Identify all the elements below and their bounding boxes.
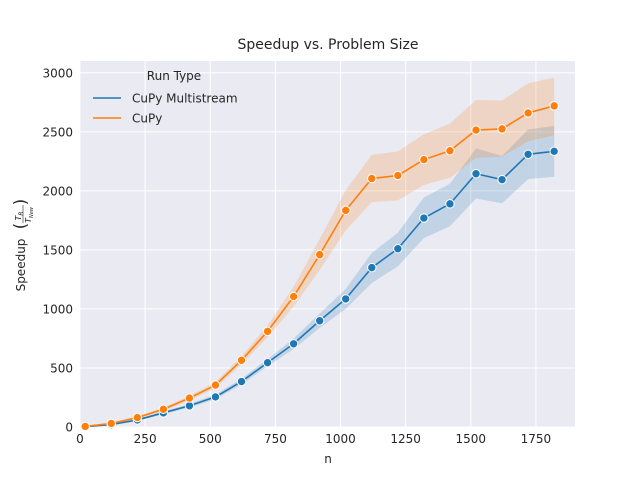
y-tick-labels: 0 500 1000 1500 2000 2500 3000 — [42, 66, 73, 434]
y-tick-label: 1000 — [42, 302, 73, 316]
data-point-series-1 — [549, 101, 559, 111]
data-point-series-0 — [184, 401, 195, 411]
data-point-series-0 — [341, 294, 351, 304]
data-point-series-1 — [367, 173, 377, 184]
x-axis-label: n — [324, 452, 332, 466]
data-point-series-1 — [419, 154, 429, 165]
data-point-series-0 — [210, 392, 221, 402]
y-tick-label: 500 — [50, 361, 73, 375]
plot-area — [80, 61, 575, 427]
data-point-series-0 — [471, 169, 481, 179]
data-point-series-1 — [393, 170, 403, 181]
x-tick-label: 250 — [134, 432, 157, 446]
y-label-close-paren: ) — [11, 199, 31, 206]
series-markers — [80, 101, 559, 432]
data-point-series-0 — [549, 146, 559, 157]
grid — [79, 61, 575, 428]
legend-title: Run Type — [147, 69, 201, 83]
data-point-series-0 — [497, 174, 507, 185]
legend-label-series-1: CuPy — [132, 112, 162, 126]
x-tick-label: 1250 — [390, 432, 421, 446]
legend: Run Type CuPy Multistream CuPy — [93, 69, 238, 126]
data-point-series-0 — [262, 357, 273, 368]
data-point-series-1 — [471, 125, 481, 135]
x-tick-label: 1750 — [521, 432, 552, 446]
data-point-series-1 — [184, 393, 195, 403]
y-tick-label: 1500 — [42, 243, 73, 257]
y-tick-label: 0 — [65, 421, 73, 435]
data-point-series-1 — [132, 412, 143, 423]
data-point-series-1 — [158, 404, 169, 414]
confidence-band-series-0 — [85, 125, 555, 427]
data-point-series-0 — [367, 262, 377, 273]
data-point-series-1 — [314, 249, 325, 260]
y-label-numerator: TR — [14, 211, 25, 220]
y-axis-label-group: Speedup ( TR TNew ) — [11, 199, 35, 292]
x-tick-label: 1000 — [325, 432, 356, 446]
y-label-denominator: TNew — [24, 206, 35, 223]
y-tick-label: 3000 — [42, 66, 73, 80]
chart-title: Speedup vs. Problem Size — [237, 37, 418, 53]
data-point-series-0 — [445, 199, 455, 209]
data-point-series-0 — [236, 376, 247, 387]
x-tick-label: 750 — [264, 432, 287, 446]
data-point-series-0 — [393, 244, 403, 254]
data-point-series-1 — [523, 108, 533, 118]
x-tick-label: 500 — [199, 432, 222, 446]
y-tick-label: 2500 — [42, 125, 73, 139]
data-point-series-0 — [419, 213, 429, 223]
data-point-series-1 — [210, 380, 221, 390]
legend-label-series-0: CuPy Multistream — [132, 92, 238, 106]
data-point-series-1 — [341, 205, 351, 216]
x-tick-labels: 0 250 500 750 1000 1250 1500 1750 — [76, 432, 551, 446]
data-point-series-0 — [523, 149, 533, 159]
data-point-series-1 — [236, 355, 247, 365]
data-point-series-1 — [262, 326, 273, 337]
data-point-series-1 — [80, 421, 90, 432]
y-axis-label: Speedup — [14, 239, 28, 292]
data-point-series-1 — [445, 146, 455, 156]
x-tick-label: 0 — [76, 432, 84, 446]
data-point-series-0 — [314, 316, 325, 326]
data-point-series-1 — [106, 418, 116, 429]
x-tick-label: 1500 — [456, 432, 487, 446]
y-label-open-paren: ( — [11, 223, 31, 230]
data-point-series-0 — [288, 339, 299, 349]
data-point-series-1 — [497, 124, 507, 134]
data-point-series-1 — [288, 291, 299, 302]
y-tick-label: 2000 — [42, 184, 73, 198]
